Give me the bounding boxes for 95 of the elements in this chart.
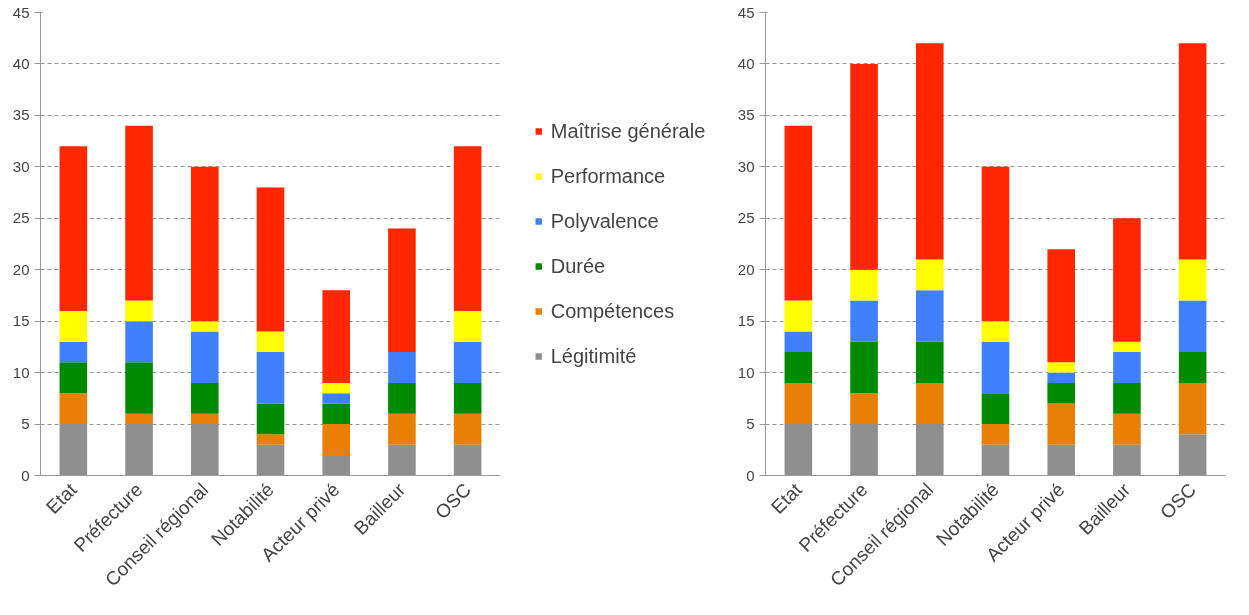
y-tick-label: 45 <box>737 3 755 21</box>
bar <box>256 187 285 332</box>
bar <box>322 403 351 425</box>
bar <box>915 341 944 383</box>
bar <box>59 393 88 425</box>
y-tick-label: 10 <box>737 363 755 381</box>
legend-label: Durée <box>550 254 606 278</box>
y-tick-label: 5 <box>21 415 30 433</box>
bar <box>322 393 351 404</box>
bar <box>190 321 219 332</box>
y-tick-label: 15 <box>737 312 755 330</box>
bar <box>388 413 416 445</box>
bar <box>59 362 88 394</box>
y-tick-label: 15 <box>12 312 30 330</box>
y-tick-label: 35 <box>12 106 30 124</box>
bar <box>1113 352 1141 383</box>
bar <box>256 331 285 353</box>
bar <box>453 146 482 311</box>
y-tick-label: 5 <box>746 415 755 433</box>
bar <box>784 300 813 332</box>
y-tick-label: 35 <box>737 106 755 124</box>
bar <box>59 146 88 311</box>
y-tick-label: 20 <box>737 260 755 278</box>
bar <box>453 341 482 383</box>
bar <box>1047 382 1076 404</box>
bar <box>981 166 1010 322</box>
legend-label: Compétences <box>550 299 675 323</box>
y-tick-label: 45 <box>12 3 30 21</box>
bar <box>59 310 88 342</box>
bar <box>256 352 285 404</box>
bar <box>190 166 219 322</box>
bar <box>256 434 285 445</box>
bar <box>322 290 351 383</box>
bar <box>1178 382 1207 435</box>
bar <box>1047 249 1076 363</box>
bar <box>1113 218 1141 342</box>
y-tick-label: 25 <box>12 209 30 227</box>
legend-label: Performance <box>550 164 666 188</box>
bar <box>850 269 878 301</box>
bar <box>322 382 351 394</box>
bar <box>850 341 878 394</box>
y-tick-label: 40 <box>12 54 30 72</box>
bar <box>1178 43 1207 260</box>
bar <box>1178 300 1207 353</box>
bar <box>125 413 153 425</box>
bar <box>850 300 878 342</box>
bar <box>784 331 813 353</box>
bar <box>256 403 285 435</box>
y-tick-label: 30 <box>12 157 30 175</box>
bar <box>981 321 1010 342</box>
bar <box>1178 352 1207 383</box>
bar <box>125 362 153 414</box>
bar <box>190 331 219 383</box>
bar <box>784 352 813 383</box>
bar <box>1113 413 1141 445</box>
bar <box>981 424 1010 445</box>
legend-label: Maîtrise générale <box>550 119 706 143</box>
bar <box>1113 382 1141 414</box>
bar <box>915 259 944 291</box>
bar <box>322 424 351 455</box>
y-tick-label: 30 <box>737 157 755 175</box>
bar <box>1178 259 1207 301</box>
bar <box>453 413 482 445</box>
bar <box>915 43 944 260</box>
bar <box>453 310 482 342</box>
y-tick-label: 0 <box>21 466 30 484</box>
bar <box>1047 362 1076 373</box>
bar <box>190 382 219 414</box>
bar <box>915 382 944 425</box>
y-tick-label: 25 <box>737 209 755 227</box>
y-tick-label: 20 <box>12 260 30 278</box>
y-tick-label: 10 <box>12 363 30 381</box>
bar <box>784 382 813 425</box>
bar <box>850 63 878 270</box>
bar <box>59 341 88 363</box>
bar <box>388 352 416 383</box>
y-tick-label: 0 <box>746 466 755 484</box>
bar <box>453 382 482 414</box>
bar <box>915 290 944 342</box>
bar <box>388 228 416 353</box>
y-tick-label: 40 <box>737 54 755 72</box>
bar <box>190 413 219 425</box>
legend-label: Légitimité <box>550 344 637 368</box>
bar <box>125 125 153 301</box>
bar <box>850 393 878 425</box>
bar <box>1047 403 1076 445</box>
bar <box>981 341 1010 394</box>
bar <box>1113 341 1141 353</box>
bar <box>981 393 1010 425</box>
bar <box>1047 372 1076 383</box>
bar <box>125 300 153 322</box>
legend-label: Polyvalence <box>550 209 659 233</box>
bar <box>784 125 813 301</box>
bar <box>388 382 416 414</box>
bar <box>125 321 153 363</box>
